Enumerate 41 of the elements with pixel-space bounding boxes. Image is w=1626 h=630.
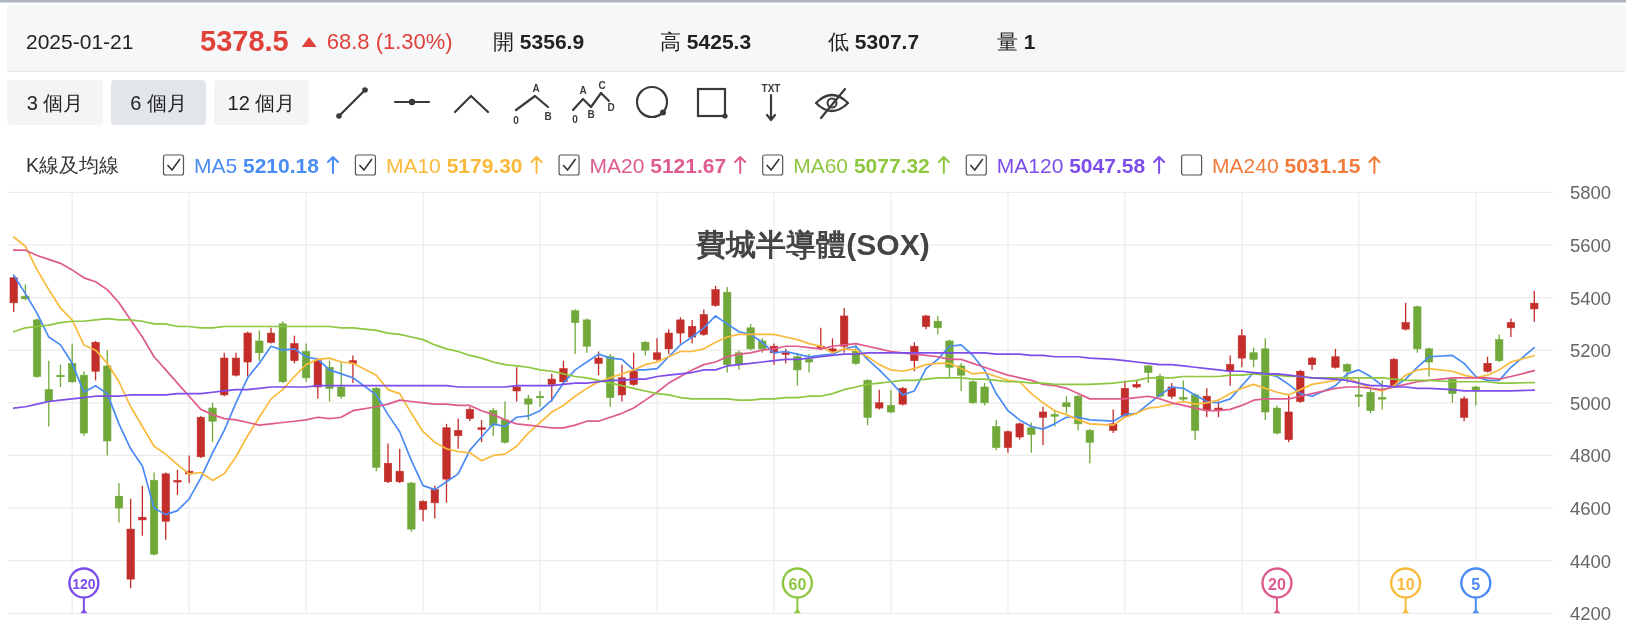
ytick-label: 5000 <box>1570 392 1612 414</box>
legend-title: K線及均線 <box>26 154 119 176</box>
header-date: 2025-01-21 <box>26 29 134 53</box>
ytick-label: 4400 <box>1570 550 1612 572</box>
marker-label: 20 <box>1268 575 1286 592</box>
ytick-label: 4600 <box>1570 497 1612 519</box>
legend-label: MA5 5210.18 <box>194 153 319 177</box>
range-button-label: 3 個月 <box>26 91 84 114</box>
legend-label: MA60 5077.32 <box>793 153 930 177</box>
header-item: 低 5307.7 <box>828 29 920 53</box>
legend-label: MA120 5047.58 <box>996 153 1146 177</box>
ytick-label: 5600 <box>1570 234 1612 256</box>
ytick-label: 5200 <box>1570 339 1612 361</box>
header-item: 開 5356.9 <box>493 29 585 53</box>
marker-label: 10 <box>1396 575 1415 592</box>
ytick-label: 5800 <box>1570 181 1612 203</box>
legend-label: MA240 5031.15 <box>1212 153 1361 177</box>
marker-label: 120 <box>72 575 96 592</box>
marker-label: 5 <box>1471 575 1481 592</box>
marker-label: 60 <box>788 575 807 592</box>
ytick-label: 4200 <box>1570 602 1612 624</box>
tool-letter: C <box>598 79 606 91</box>
range-button-label: 6 個月 <box>130 91 187 114</box>
header-item: 高 5425.3 <box>660 29 752 53</box>
tool-letter: 0 <box>513 114 519 126</box>
tool-letter: D <box>607 101 615 113</box>
tool-letter: B <box>544 110 552 122</box>
title: 費城半導體(SOX) <box>696 227 930 261</box>
ytick-label: 5400 <box>1570 287 1612 309</box>
header-price: 5378.5 <box>200 25 289 57</box>
header-item: 量 1 <box>997 29 1036 53</box>
header-change: 68.8 (1.30%) <box>326 28 453 54</box>
tool-letter: TXT <box>761 82 781 94</box>
tool-letter: A <box>532 82 540 94</box>
tool-letter: B <box>587 108 595 120</box>
tool-letter: 0 <box>572 113 578 125</box>
ytick-label: 4800 <box>1570 444 1612 466</box>
legend-label: MA20 5121.67 <box>589 153 727 177</box>
range-button-label: 12 個月 <box>227 91 296 114</box>
tool-letter: A <box>579 84 587 96</box>
legend-label: MA10 5179.30 <box>385 153 523 177</box>
